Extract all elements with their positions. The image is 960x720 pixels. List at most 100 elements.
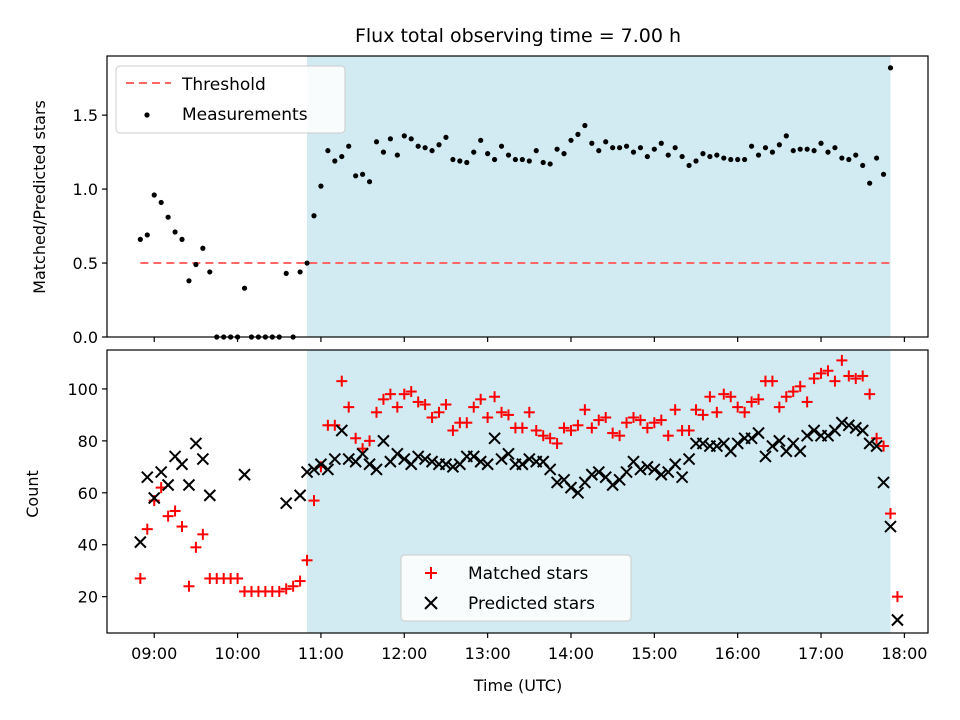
matched-star-point: [530, 424, 542, 436]
measurement-point: [297, 269, 303, 275]
measurement-point: [735, 156, 741, 163]
x-tick-label: 09:00: [131, 644, 177, 663]
measurement-point: [818, 140, 824, 146]
measurement-point: [478, 137, 484, 143]
measurement-point: [568, 137, 574, 143]
predicted-star-point: [148, 491, 161, 505]
predicted-star-point: [835, 416, 849, 429]
x-tick-label: 12:00: [381, 644, 427, 663]
matched-star-point: [197, 528, 209, 540]
matched-star-point: [398, 388, 410, 400]
matched-star-point: [489, 391, 501, 403]
matched-star-point: [614, 430, 626, 442]
matched-star-point: [433, 406, 445, 418]
measurement-point: [464, 159, 470, 166]
x-tick-label: 16:00: [715, 644, 761, 663]
measurement-point: [401, 133, 407, 139]
measurement-point: [200, 245, 206, 251]
matched-star-point: [558, 422, 570, 434]
measurement-point: [853, 152, 859, 158]
measurement-point: [318, 183, 324, 189]
measurement-point: [485, 151, 491, 157]
predicted-star-point: [891, 613, 904, 627]
y-tick-label: 80: [78, 432, 98, 451]
predicted-star-point: [550, 476, 564, 489]
predicted-star-point: [842, 419, 856, 432]
x-tick-label: 15:00: [631, 644, 677, 663]
matched-star-point: [336, 375, 348, 387]
predicted-star-point: [502, 447, 515, 461]
measurement-point: [526, 158, 532, 164]
measurement-point: [672, 145, 678, 151]
top-x-ticks: [153, 337, 905, 342]
matched-star-point: [648, 417, 660, 429]
measurement-point: [589, 140, 595, 146]
predicted-star-point: [620, 465, 633, 479]
predicted-star-point: [516, 458, 529, 471]
legend-matched-label: Matched stars: [468, 564, 588, 584]
measurement-point: [339, 153, 345, 160]
matched-star-point: [190, 541, 202, 553]
x-tick-label: 14:00: [548, 644, 594, 663]
matched-star-point: [565, 424, 577, 436]
predicted-star-point: [592, 465, 605, 479]
measurement-point: [728, 156, 734, 163]
matched-star-point: [384, 388, 396, 400]
measurement-point: [360, 171, 366, 177]
top-points: [137, 65, 894, 340]
predicted-star-point: [870, 439, 883, 453]
measurement-point: [373, 139, 380, 145]
matched-star-point: [634, 414, 646, 426]
measurement-point: [790, 148, 796, 154]
matched-star-point: [537, 430, 549, 442]
measurement-point: [860, 162, 866, 169]
measurement-point: [158, 199, 164, 206]
measurement-point: [554, 146, 560, 152]
predicted-star-point: [606, 478, 619, 492]
measurement-point: [241, 285, 248, 291]
bottom-legend-box: [400, 554, 632, 622]
predicted-star-point: [634, 463, 647, 476]
measurement-point: [380, 149, 387, 155]
predicted-star-point: [474, 455, 487, 468]
predicted-star-point: [856, 424, 869, 437]
predicted-star-point: [759, 450, 772, 463]
matched-star-point: [857, 370, 869, 382]
y-tick-label: 60: [78, 484, 98, 503]
predicted-star-point: [363, 458, 376, 471]
matched-star-point: [711, 406, 723, 418]
top-y-ticks: 0.0 0.5 1.0 1.5: [73, 106, 107, 347]
measurement-point: [623, 143, 630, 149]
measurement-point: [457, 158, 463, 164]
matched-star-point: [357, 443, 369, 455]
predicted-star-point: [495, 452, 508, 466]
measurement-point: [783, 133, 789, 139]
predicted-star-point: [696, 437, 710, 450]
y-tick-label: 100: [67, 380, 98, 399]
measurement-point: [415, 143, 421, 149]
matched-star-point: [468, 401, 480, 413]
matched-star-point: [697, 409, 709, 421]
predicted-star-point: [821, 429, 835, 442]
predicted-star-point: [446, 460, 460, 474]
matched-star-point: [551, 437, 563, 449]
matched-star-point: [627, 412, 639, 424]
matched-star-point: [662, 430, 674, 442]
measurement-point: [422, 145, 428, 151]
matched-star-point: [822, 365, 834, 377]
matched-star-point: [641, 422, 653, 434]
predicted-star-point: [523, 452, 536, 466]
measurement-point: [505, 152, 512, 158]
measurement-point: [658, 140, 664, 146]
predicted-star-point: [391, 447, 404, 461]
predicted-star-point: [710, 439, 724, 453]
measurement-point: [839, 155, 845, 161]
predicted-star-point: [571, 486, 585, 500]
predicted-star-point: [655, 468, 668, 481]
measurement-point: [547, 161, 553, 167]
matched-star-point: [162, 510, 174, 522]
predicted-star-point: [481, 458, 494, 471]
matched-star-point: [801, 396, 813, 408]
predicted-star-point: [314, 458, 328, 471]
